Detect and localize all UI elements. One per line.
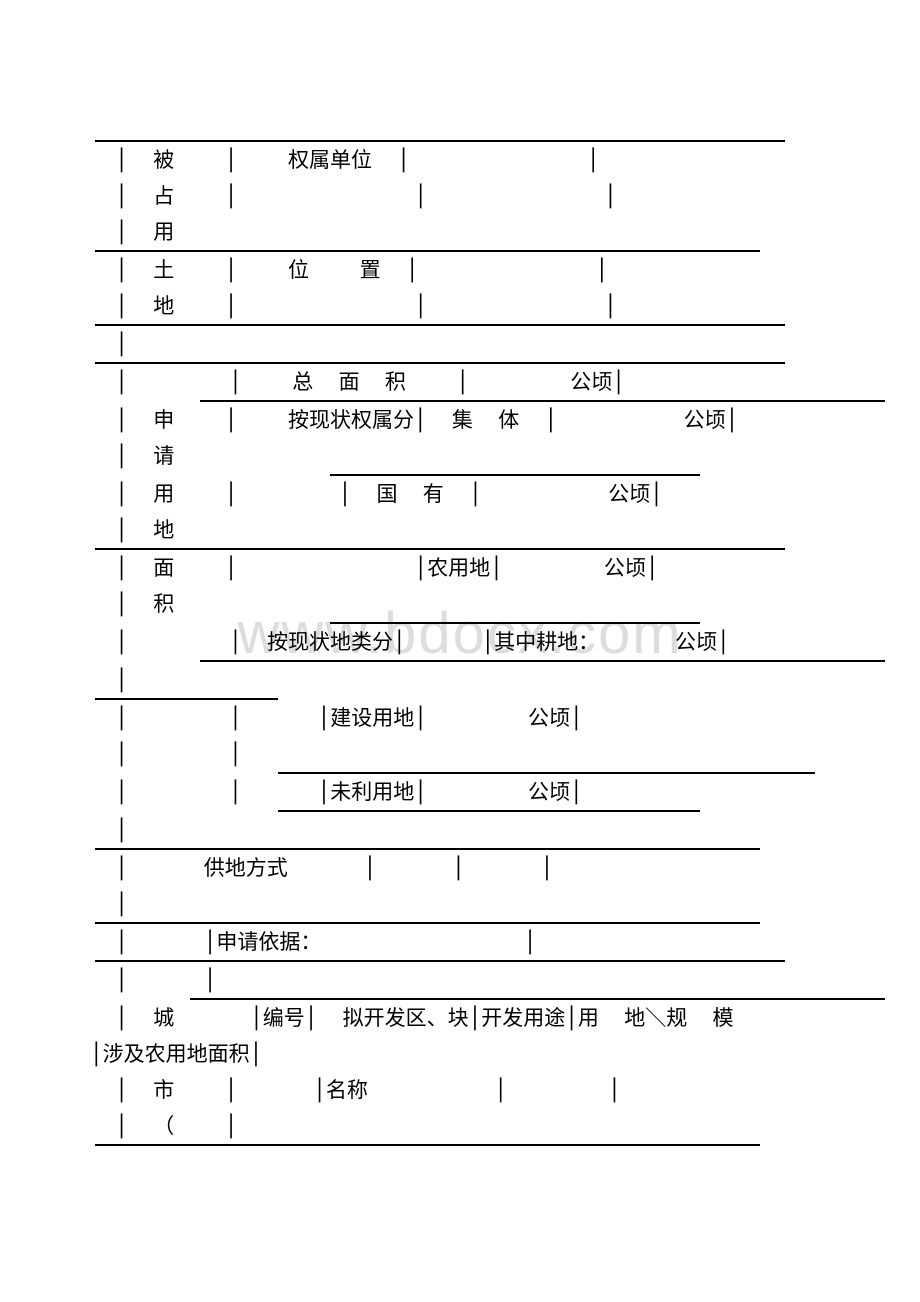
table-text-row: │ 用 │ │ 国 有 │ 公顷│ — [90, 476, 830, 512]
table-rule — [90, 660, 830, 662]
table-text-row: │ 被 │ 权属单位 │ │ — [90, 142, 830, 178]
table-text-row: │ 供地方式 │ │ │ — [90, 850, 830, 886]
table-rule — [90, 848, 830, 850]
table-rule — [90, 960, 830, 962]
table-rule — [90, 362, 830, 364]
table-text-row: │ 地 — [90, 512, 830, 548]
table-rule — [90, 998, 830, 1000]
table-text-row: │ 用 — [90, 214, 830, 250]
table-text-row: │ 土 │ 位 置 │ │ — [90, 252, 830, 288]
table-rule — [90, 622, 830, 624]
table-rule — [90, 1144, 830, 1146]
table-rule — [90, 474, 830, 476]
table-text-row: │ 城 │编号│ 拟开发区、块│开发用途│用 地＼规 模 — [90, 1000, 830, 1036]
table-text-row: │ 申 │ 按现状权属分│ 集 体 │ 公顷│ — [90, 402, 830, 438]
table-text-row: │ │ 按现状地类分│ │其中耕地： 公顷│ — [90, 624, 830, 660]
table-text-row: │ │申请依据： │ — [90, 924, 830, 960]
table-text-row: │ 积 — [90, 586, 830, 622]
table-text-row: │ 占 │ │ │ — [90, 178, 830, 214]
table-text-row: │ 地 │ │ │ — [90, 288, 830, 324]
table-text-row: │ │ — [90, 736, 830, 772]
table-text-row: │ │ — [90, 962, 830, 998]
table-rule — [90, 772, 830, 774]
table-rule — [90, 140, 830, 142]
table-rule — [90, 400, 830, 402]
table-rule — [90, 250, 830, 252]
table-rule — [90, 548, 830, 550]
table-rule — [90, 324, 830, 326]
table-text-row: │ │ │未利用地│ 公顷│ — [90, 774, 830, 810]
table-rule — [90, 810, 830, 812]
table-text-row: │涉及农用地面积│ — [90, 1036, 830, 1072]
table-text-row: │ — [90, 812, 830, 848]
table-text-row: │ （ │ — [90, 1108, 830, 1144]
table-text-row: │ — [90, 662, 830, 698]
table-text-row: │ │ 总 面 积 │ 公顷│ — [90, 364, 830, 400]
table-rule — [90, 698, 830, 700]
table-text-row: │ 面 │ │农用地│ 公顷│ — [90, 550, 830, 586]
form-table: │ 被 │ 权属单位 │ │ │ 占 │ │ │ │ 用 │ 土 │ 位 置 │… — [0, 0, 920, 1146]
table-text-row: │ │ │建设用地│ 公顷│ — [90, 700, 830, 736]
table-text-row: │ — [90, 326, 830, 362]
table-rule — [90, 922, 830, 924]
table-text-row: │ 市 │ │名称 │ │ — [90, 1072, 830, 1108]
table-text-row: │ — [90, 886, 830, 922]
table-text-row: │ 请 — [90, 438, 830, 474]
